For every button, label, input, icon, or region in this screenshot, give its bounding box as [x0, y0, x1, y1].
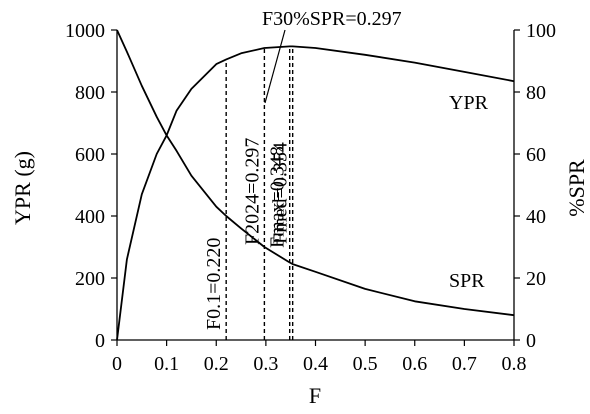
- series-point-ypr: [156, 153, 157, 154]
- series-point-spr: [176, 150, 177, 151]
- x-tick-label: 0.2: [204, 353, 229, 375]
- series-point-spr: [289, 262, 290, 263]
- y-left-tick-label: 800: [75, 82, 105, 104]
- reference-pointer-line: [264, 29, 286, 104]
- series-point-ypr: [464, 71, 465, 72]
- reference-label: F2024=0.297: [241, 138, 263, 245]
- reference-label: F0.1=0.220: [203, 238, 225, 330]
- series-point-spr: [414, 301, 415, 302]
- series-point-spr: [292, 263, 293, 264]
- y-left-tick-label: 600: [75, 144, 105, 166]
- series-point-ypr: [141, 194, 142, 195]
- series-point-spr: [240, 228, 241, 229]
- y-right-tick-label: 80: [526, 82, 546, 104]
- y-right-tick-label: 100: [526, 20, 556, 42]
- series-point-ypr: [176, 110, 177, 111]
- reference-label: Fmed=0.354: [270, 142, 292, 244]
- series-line-ypr: [116, 45, 515, 341]
- reference-label: F30%SPR=0.297: [262, 8, 402, 30]
- series-point-spr: [226, 215, 227, 216]
- y-left-tick-label: 200: [75, 268, 105, 290]
- reference-lines: F0.1=0.220 F2024=0.297 Fmax=0.348Fmed=0.35…: [203, 8, 402, 340]
- y-right-tick-label: 40: [526, 206, 546, 228]
- series-point-ypr: [126, 259, 127, 260]
- series-point-spr: [216, 206, 217, 207]
- x-axis-title: F: [309, 383, 321, 408]
- x-tick-label: 0.1: [154, 353, 179, 375]
- x-tick-label: 0.4: [303, 353, 328, 375]
- series-point-spr: [141, 85, 142, 86]
- x-tick-label: 0.8: [502, 353, 527, 375]
- x-tick-label: 0.6: [402, 353, 427, 375]
- series-point-ypr: [513, 81, 514, 82]
- series-point-ypr: [315, 47, 316, 48]
- series-line-spr: [116, 29, 515, 317]
- series-point-ypr: [289, 46, 290, 47]
- series-point-ypr: [414, 62, 415, 63]
- axes: 0 0.1 0.2 0.3 0.4 0.5 0.6 0.7 0.8020040060080010…: [65, 20, 556, 375]
- y-right-tick-label: 60: [526, 144, 546, 166]
- x-tick-label: 0.5: [353, 353, 378, 375]
- series-point-spr: [126, 51, 127, 52]
- series-point-ypr: [240, 53, 241, 54]
- series-point-spr: [513, 315, 514, 316]
- series-point-spr: [156, 116, 157, 117]
- series-label-ypr: YPR: [449, 92, 489, 114]
- series-label-spr: SPR: [449, 270, 485, 292]
- y-right-tick-label: 20: [526, 268, 546, 290]
- x-tick-label: 0.3: [253, 353, 278, 375]
- series-point-spr: [315, 271, 316, 272]
- y-right-tick-label: 0: [526, 330, 536, 352]
- series-point-ypr: [216, 64, 217, 65]
- y-left-tick-label: 1000: [65, 20, 105, 42]
- series-point-spr: [365, 288, 366, 289]
- curves: [116, 29, 515, 341]
- series-point-ypr: [226, 59, 227, 60]
- x-tick-label: 0.7: [452, 353, 477, 375]
- series-point-spr: [166, 135, 167, 136]
- series-point-ypr: [116, 339, 117, 340]
- series-point-spr: [116, 29, 117, 30]
- y-left-axis-title: YPR (g): [10, 151, 35, 225]
- labels: F YPR (g) %SPR YPR SPR: [10, 92, 589, 408]
- series-point-ypr: [292, 46, 293, 47]
- y-left-tick-label: 0: [95, 330, 105, 352]
- series-point-spr: [264, 246, 265, 247]
- series-point-ypr: [365, 54, 366, 55]
- reference-label: Fmax=0.348: [267, 146, 289, 248]
- x-tick-label: 0: [112, 353, 122, 375]
- y-right-axis-title: %SPR: [564, 159, 589, 217]
- series-point-spr: [464, 308, 465, 309]
- series-point-spr: [191, 175, 192, 176]
- series-point-ypr: [264, 47, 265, 48]
- y-left-tick-label: 400: [75, 206, 105, 228]
- series-point-ypr: [191, 88, 192, 89]
